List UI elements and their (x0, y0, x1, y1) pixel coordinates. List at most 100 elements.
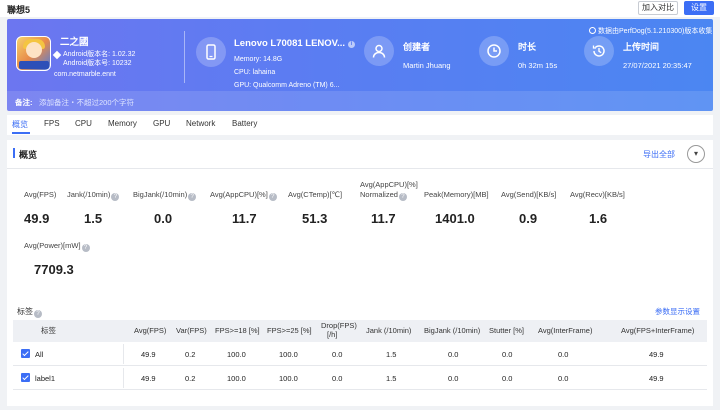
column-header[interactable]: FPS>=18 [%] (215, 326, 260, 335)
metric-value: 0.0 (154, 211, 173, 226)
table-cell: 100.0 (227, 350, 246, 359)
table-cell: 0.0 (448, 374, 459, 383)
section-marker (13, 148, 15, 158)
table-cell: 0.0 (558, 374, 569, 383)
metric-value: 11.7 (232, 211, 257, 226)
divider (123, 344, 124, 364)
overview-panel: 概览 导出全部 ▾ Avg(FPS) Jank(/10min)? BigJank… (7, 140, 713, 406)
metric-label: Avg(AppCPU)[%] Normalized? (360, 180, 418, 201)
table-cell: 0.0 (448, 350, 459, 359)
table-cell: 100.0 (227, 374, 246, 383)
device-phone-icon (196, 37, 226, 67)
metric-value: 1.6 (589, 211, 608, 226)
overview-title: 概览 (19, 150, 38, 160)
tab-overview[interactable]: 概览 (12, 120, 28, 129)
metric-value: 51.3 (302, 211, 328, 226)
metric-label: Avg(CTemp)[℃] (288, 190, 343, 199)
metric-label: BigJank(/10min)? (133, 190, 197, 201)
column-header[interactable]: Avg(InterFrame) (538, 326, 593, 335)
column-header[interactable]: Stutter [%] (489, 326, 525, 335)
creator-label: 创建者 (403, 42, 431, 52)
table-cell: 0.0 (332, 350, 343, 359)
tab-fps[interactable]: FPS (44, 119, 60, 128)
user-icon (364, 36, 394, 66)
help-icon[interactable]: ? (81, 244, 90, 252)
param-display-settings-link[interactable]: 参数显示设置 (655, 307, 700, 316)
duration-value: 0h 32m 15s (518, 61, 558, 70)
table-cell: 49.9 (649, 350, 664, 359)
device-gpu: GPU: Qualcomm Adreno (TM) 6... (234, 82, 340, 89)
settings-button[interactable]: 设置 (684, 1, 714, 15)
metric-value: 1.5 (84, 211, 103, 226)
top-bar: 聯想5 加入对比 设置 (0, 0, 720, 17)
tab-bar: 概览 FPS CPU Memory GPU Network Battery (7, 115, 713, 135)
tag-label: All (35, 350, 44, 359)
tab-cpu[interactable]: CPU (75, 119, 92, 128)
table-cell: 0.0 (558, 350, 569, 359)
divider (7, 168, 713, 169)
tab-network[interactable]: Network (186, 119, 216, 128)
help-icon[interactable]: ? (34, 310, 42, 318)
help-icon[interactable]: ? (268, 193, 277, 201)
device-name: Lenovo L70081 LENOV... i (234, 38, 356, 49)
table-cell: 0.0 (332, 374, 343, 383)
history-icon (584, 36, 614, 66)
app-version-code: Android版本号: 10232 (63, 60, 132, 67)
table-cell: 1.5 (386, 374, 397, 383)
column-header[interactable]: Var(FPS) (176, 326, 207, 335)
chevron-down-icon: ▾ (693, 149, 698, 158)
divider (123, 368, 124, 388)
metric-label: Jank(/10min)? (67, 190, 120, 201)
column-header[interactable]: BigJank (/10min) (424, 326, 481, 335)
info-circle-icon (589, 27, 596, 34)
column-header[interactable]: Avg(FPS+InterFrame) (621, 326, 695, 335)
row-checkbox[interactable] (21, 349, 30, 358)
add-compare-button[interactable]: 加入对比 (638, 1, 678, 15)
tab-battery[interactable]: Battery (232, 119, 258, 128)
session-header: 二之國 Android版本名: 1.02.32 Android版本号: 1023… (7, 19, 713, 111)
column-header[interactable]: Avg(FPS) (134, 326, 167, 335)
collapse-toggle[interactable]: ▾ (687, 145, 705, 163)
tab-gpu[interactable]: GPU (153, 119, 171, 128)
column-header[interactable]: FPS>=25 [%] (267, 326, 312, 335)
table-cell: 0.2 (185, 374, 196, 383)
app-version-name: Android版本名: 1.02.32 (63, 51, 136, 58)
note-bar: 备注: 添加备注・不超过200个字符 (7, 91, 713, 111)
table-cell: 1.5 (386, 350, 397, 359)
metric-value: 49.9 (24, 211, 50, 226)
tags-title: 标签? (17, 306, 42, 318)
clock-icon (479, 36, 509, 66)
info-icon[interactable]: i (348, 41, 356, 48)
upload-time-label: 上传时间 (623, 42, 660, 52)
app-package: com.netmarble.ennt (54, 71, 116, 78)
export-all-link[interactable]: 导出全部 (643, 150, 675, 159)
creator-value: Martin Jhuang (403, 61, 451, 70)
help-icon[interactable]: ? (111, 193, 120, 201)
help-icon[interactable]: ? (188, 193, 197, 201)
collect-note: 数据由PerfDog(5.1.210300)版本收集 (589, 26, 712, 36)
window-title: 聯想5 (7, 5, 31, 15)
metric-label: Avg(FPS) (24, 190, 57, 199)
table-cell: 0.0 (502, 374, 513, 383)
table-row[interactable]: All 49.9 0.2 100.0 100.0 0.0 1.5 0.0 0.0… (13, 342, 707, 366)
metric-label: Avg(Recv)[KB/s] (570, 190, 625, 199)
metric-label: Avg(Send)[KB/s] (501, 190, 557, 199)
metric-value: 0.9 (519, 211, 538, 226)
table-header: 标签 Avg(FPS) Var(FPS) FPS>=18 [%] FPS>=25… (13, 320, 707, 342)
upload-time-value: 27/07/2021 20:35:47 (623, 61, 692, 70)
table-cell: 49.9 (141, 350, 156, 359)
table-cell: 49.9 (141, 374, 156, 383)
note-label: 备注: (15, 98, 33, 107)
help-icon[interactable]: ? (398, 193, 407, 201)
metric-label: Avg(Power)[mW]? (24, 241, 90, 252)
column-header[interactable]: 标签 (41, 326, 56, 335)
tag-label: label1 (35, 374, 56, 383)
note-input[interactable]: 添加备注・不超过200个字符 (39, 98, 135, 107)
column-header[interactable]: Jank (/10min) (366, 326, 412, 335)
metric-value: 11.7 (371, 211, 396, 226)
row-checkbox[interactable] (21, 373, 30, 382)
tab-memory[interactable]: Memory (108, 119, 137, 128)
column-header[interactable]: Drop(FPS) [/h] (321, 321, 357, 339)
table-row[interactable]: label1 49.9 0.2 100.0 100.0 0.0 1.5 0.0 … (13, 366, 707, 390)
app-name: 二之國 (60, 37, 89, 48)
